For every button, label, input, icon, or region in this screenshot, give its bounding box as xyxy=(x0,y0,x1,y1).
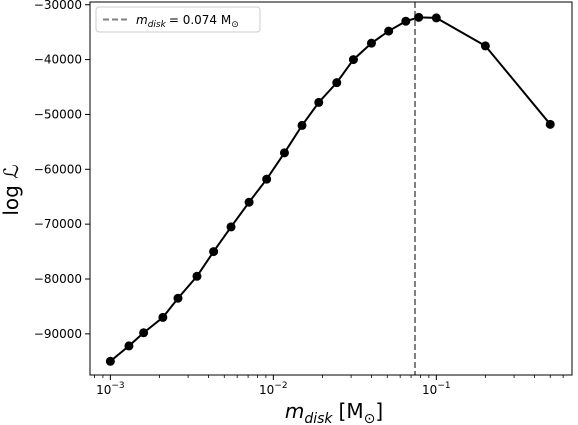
y-tick-label: −80000 xyxy=(34,272,82,286)
data-point xyxy=(105,356,115,366)
data-point xyxy=(348,55,358,65)
data-point xyxy=(314,97,324,107)
plot-area xyxy=(90,2,572,375)
data-point xyxy=(401,16,411,26)
series-layer xyxy=(105,12,555,366)
plot-frame xyxy=(89,1,573,376)
data-point xyxy=(279,148,289,158)
x-axis-label-unit-sub: ⊙ xyxy=(364,411,376,425)
x-tick-label: 10−2 xyxy=(259,381,288,397)
series-line-0 xyxy=(109,16,552,363)
legend-box xyxy=(95,6,261,33)
data-point xyxy=(244,197,254,207)
data-point xyxy=(158,312,168,322)
y-tick-label: −50000 xyxy=(34,107,82,121)
y-axis-label: log ℒ xyxy=(0,164,23,215)
y-tick-label: −70000 xyxy=(34,217,82,231)
data-point xyxy=(545,119,555,129)
x-tick-exponent: −3 xyxy=(111,381,124,391)
data-point xyxy=(209,247,219,257)
y-axis-label-text: log xyxy=(0,179,23,216)
data-point xyxy=(192,271,202,281)
data-point xyxy=(366,38,376,48)
data-point xyxy=(431,13,441,23)
data-point xyxy=(262,174,272,184)
legend: mdisk = 0.074 M⊙ xyxy=(95,6,261,33)
x-axis-label: mdisk [M⊙] xyxy=(285,399,383,425)
x-tick-mantissa: 10 xyxy=(422,383,437,397)
y-tick-label: −60000 xyxy=(34,162,82,176)
x-axis-label-main: m xyxy=(285,399,304,423)
data-point xyxy=(173,293,183,303)
data-point xyxy=(384,26,394,36)
data-point xyxy=(226,222,236,232)
x-tick-exponent: −2 xyxy=(274,381,287,391)
data-point xyxy=(139,328,149,338)
legend-label-sub: disk xyxy=(148,20,167,30)
x-tick-mantissa: 10 xyxy=(96,383,111,397)
y-tick-label: −30000 xyxy=(34,0,82,12)
y-tick-label: −40000 xyxy=(34,53,82,67)
x-axis-label-sub: disk xyxy=(304,411,333,425)
x-axis: 10−3 10−2 10−1 xyxy=(94,375,564,397)
x-tick-mantissa: 10 xyxy=(259,383,274,397)
y-tick-label: −90000 xyxy=(34,327,82,341)
data-point xyxy=(124,341,134,351)
data-point xyxy=(414,12,424,22)
x-axis-label-unit: [M xyxy=(339,399,364,423)
x-axis-label-close: ] xyxy=(375,399,383,423)
y-axis-label-symbol: ℒ xyxy=(0,164,23,178)
legend-label-m: m xyxy=(136,13,148,27)
data-point xyxy=(480,41,490,51)
y-axis: −90000 −80000 −70000 −60000 −50000 −40000 −300… xyxy=(34,0,90,341)
legend-label-unit-sub: ⊙ xyxy=(231,20,239,30)
x-tick-label: 10−1 xyxy=(422,381,451,397)
data-point xyxy=(332,78,342,88)
x-tick-label: 10−3 xyxy=(96,381,125,397)
legend-label: mdisk = 0.074 M⊙ xyxy=(136,13,239,30)
data-point xyxy=(297,120,307,130)
x-tick-exponent: −1 xyxy=(437,381,450,391)
legend-label-value: = 0.074 M xyxy=(169,13,231,27)
